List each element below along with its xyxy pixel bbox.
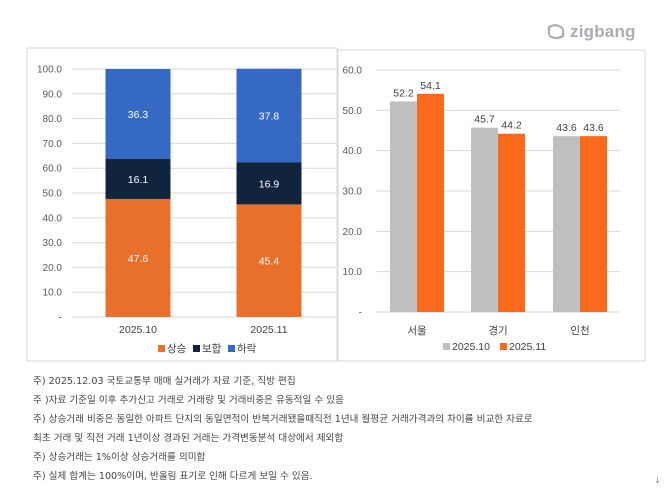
x-category-label: 경기 bbox=[488, 324, 507, 337]
bar bbox=[417, 93, 444, 313]
bar-segment bbox=[105, 198, 171, 317]
bar-segment bbox=[236, 162, 302, 205]
bar bbox=[553, 136, 580, 312]
bar bbox=[390, 101, 417, 313]
legend-label: 2025.10 bbox=[452, 341, 490, 353]
footnote: 최초 거래 및 직전 거래 1년이상 경과된 거래는 가격변동분석 대상에서 제… bbox=[33, 433, 344, 444]
footnote: 주) 실제 합계는 100%이며, 반올림 표기로 인해 다르게 보일 수 있음… bbox=[33, 471, 313, 482]
data-label: 37.8 bbox=[259, 111, 280, 123]
data-label: 54.1 bbox=[420, 80, 441, 92]
y-tick-label: 60.0 bbox=[343, 66, 363, 77]
y-tick-label: 20.0 bbox=[343, 227, 363, 238]
x-category-label: 서울 bbox=[407, 325, 427, 337]
y-tick-label: 70.0 bbox=[43, 139, 63, 150]
data-label: 45.4 bbox=[259, 256, 280, 268]
zigbang-logo: zigbang bbox=[546, 22, 636, 42]
bar-segment bbox=[105, 69, 171, 160]
y-tick-label: 20.0 bbox=[43, 263, 63, 274]
y-tick-label: 30.0 bbox=[343, 187, 363, 198]
data-label: 45.7 bbox=[474, 114, 495, 126]
footnote: 주) 상승거래는 1%이상 상승거래를 의미함 bbox=[33, 452, 206, 463]
legend-swatch bbox=[158, 345, 165, 352]
legend-label: 하락 bbox=[237, 342, 257, 355]
y-tick-label: 90.0 bbox=[43, 89, 63, 100]
data-label: 44.2 bbox=[501, 120, 522, 132]
legend-swatch bbox=[193, 345, 200, 352]
y-tick-label: 60.0 bbox=[43, 164, 63, 175]
y-tick-label: 40.0 bbox=[343, 146, 363, 157]
bar bbox=[580, 136, 607, 312]
zigbang-logo-text: zigbang bbox=[570, 22, 636, 41]
legend-label: 2025.11 bbox=[509, 341, 546, 353]
stacked-bar-chart: - 10.0 20.0 30.0 40.0 50.0 60.0 70.0 80.0 90.0 100… bbox=[37, 65, 336, 355]
y-tick-label: 80.0 bbox=[43, 114, 63, 125]
x-category-label: 인천 bbox=[570, 325, 589, 337]
bar-segment bbox=[105, 159, 171, 199]
grouped-bar-chart: - 10.0 20.0 30.0 40.0 50.0 60.0 52.2 54.1 서울 45.7 4… bbox=[343, 66, 620, 353]
x-category-label: 2025.11 bbox=[250, 324, 287, 336]
data-label: 47.6 bbox=[128, 253, 149, 265]
legend-swatch bbox=[500, 343, 507, 350]
y-tick-label: 100.0 bbox=[37, 65, 62, 76]
y-tick-label: 30.0 bbox=[43, 238, 63, 249]
data-label: 36.3 bbox=[128, 109, 149, 121]
legend-label: 상승 bbox=[167, 343, 187, 355]
y-tick-label: 50.0 bbox=[43, 189, 63, 200]
y-tick-label: 50.0 bbox=[343, 106, 363, 117]
bar-segment bbox=[236, 68, 302, 163]
bar bbox=[498, 133, 525, 312]
legend-label: 보합 bbox=[202, 343, 222, 355]
y-tick-label: 10.0 bbox=[343, 267, 363, 278]
y-tick-label: 10.0 bbox=[43, 288, 63, 299]
zigbang-logo-icon bbox=[547, 24, 565, 40]
y-tick-label: - bbox=[59, 313, 62, 324]
footnotes: 주) 2025.12.03 국토교통부 매매 실거래가 자료 기준, 직방 편집… bbox=[33, 372, 533, 486]
footnote: 주 )자료 기준일 이후 추가신고 거래로 거래량 및 거래비중은 유동적일 수… bbox=[33, 395, 344, 406]
data-label: 43.6 bbox=[583, 122, 604, 134]
x-category-label: 2025.10 bbox=[119, 324, 157, 336]
legend-swatch bbox=[443, 343, 450, 350]
data-label: 52.2 bbox=[393, 87, 414, 99]
bar bbox=[471, 127, 498, 312]
footnote: 주) 2025.12.03 국토교통부 매매 실거래가 자료 기준, 직방 편집 bbox=[33, 376, 296, 387]
corner-mark: ↓ bbox=[654, 476, 661, 485]
data-label: 16.1 bbox=[128, 174, 149, 186]
data-label: 43.6 bbox=[556, 122, 577, 134]
y-tick-label: - bbox=[359, 308, 362, 319]
y-tick-label: 40.0 bbox=[43, 213, 63, 224]
footnote: 주) 상승거래 비중은 동일한 아파트 단지의 동일면적이 반복거래됐을때직전 … bbox=[33, 414, 533, 425]
bar-segment bbox=[236, 204, 302, 317]
legend-swatch bbox=[228, 345, 235, 352]
data-label: 16.9 bbox=[259, 178, 280, 190]
